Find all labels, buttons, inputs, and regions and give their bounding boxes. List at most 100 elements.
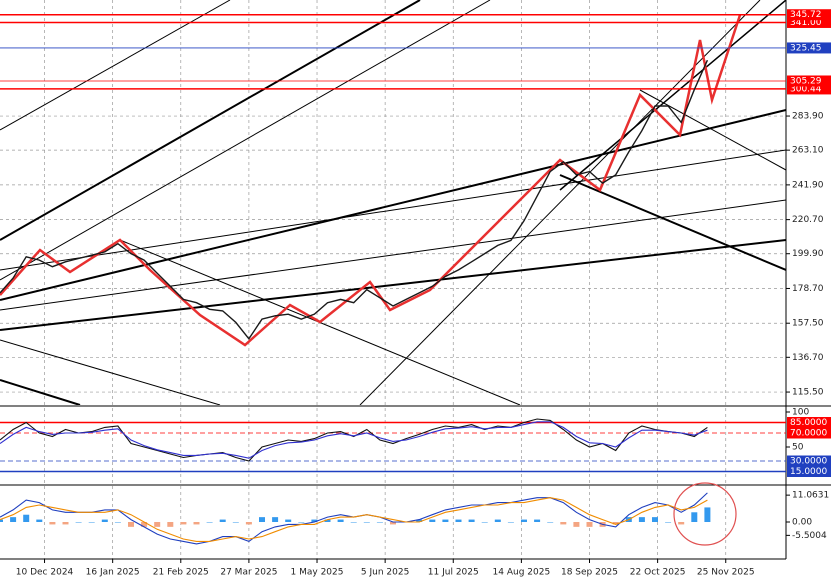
y-tick-label: 241.90 (792, 180, 824, 190)
bar (429, 519, 436, 522)
y-tick-label: 199.90 (792, 249, 824, 259)
bar (455, 519, 462, 522)
bar (521, 519, 527, 522)
x-tick-label: 11 Jul 2025 (428, 568, 479, 578)
x-tick-label: 10 Dec 2024 (16, 568, 74, 578)
level-label-bg (787, 16, 831, 28)
series-line (0, 59, 709, 340)
bar (678, 522, 685, 525)
trend-lines (0, 0, 786, 405)
bar (298, 522, 305, 523)
y-tick-label: 283.90 (792, 112, 824, 122)
bar (88, 522, 95, 523)
level-label: 85.0000 (790, 418, 827, 428)
x-tick-label: 25 Nov 2025 (697, 568, 755, 578)
level-label: 345.72 (790, 10, 822, 20)
bar (481, 522, 488, 523)
bar (442, 519, 449, 522)
x-tick-label: 1 May 2025 (291, 568, 344, 578)
bar (206, 522, 213, 523)
bar (363, 522, 370, 523)
y-tick-label: 100 (792, 408, 809, 418)
bar (193, 522, 200, 525)
bar (376, 522, 383, 523)
level-label-bg (787, 427, 831, 439)
bar (337, 519, 344, 522)
bar (652, 517, 658, 522)
y-tick-label: 263.10 (792, 146, 824, 156)
bar (180, 522, 187, 525)
series-line (0, 497, 708, 542)
bar (154, 522, 161, 527)
level-label-bg (787, 417, 831, 428)
series-line (0, 492, 708, 545)
bar (350, 522, 357, 523)
bar (36, 519, 43, 522)
bar (23, 514, 30, 522)
bar (547, 522, 554, 523)
bar (704, 507, 711, 522)
bar (49, 522, 56, 525)
level-label-bg (787, 42, 831, 54)
x-tick-label: 18 Sep 2025 (561, 568, 618, 578)
level-label: 341.00 (790, 18, 822, 28)
x-tick-label: 14 Aug 2025 (493, 568, 551, 578)
y-tick-label: 115.50 (792, 388, 824, 398)
bar (560, 522, 567, 525)
level-label-bg (787, 83, 831, 95)
bar (245, 522, 252, 525)
bar (507, 522, 514, 523)
level-label-bg (787, 9, 831, 21)
bar (638, 517, 645, 522)
y-tick-label: 157.50 (792, 319, 824, 329)
bar (62, 522, 69, 525)
y-tick-label: 178.70 (792, 284, 824, 294)
bar (101, 519, 108, 522)
x-tick-label: 16 Jan 2025 (86, 568, 140, 578)
x-tick-label: 22 Oct 2025 (630, 568, 686, 578)
bar (468, 519, 475, 522)
level-label: 325.45 (790, 43, 822, 53)
y-tick-label: 136.70 (792, 353, 824, 363)
x-tick-label: 5 Jun 2025 (361, 568, 409, 578)
x-tick-label: 27 Mar 2025 (220, 568, 277, 578)
level-label-bg (787, 466, 831, 477)
bar (612, 522, 619, 525)
series-line (0, 418, 708, 462)
bar (10, 517, 17, 522)
level-label: 305.29 (790, 76, 822, 86)
level-label: 30.0000 (790, 457, 827, 467)
level-label: 300.44 (790, 84, 822, 94)
bar (167, 522, 174, 527)
bar (285, 519, 292, 522)
bar (141, 522, 148, 527)
bar (390, 522, 396, 525)
bar (219, 519, 226, 522)
bar (324, 519, 331, 522)
bar (114, 522, 121, 523)
bar (691, 512, 698, 522)
bar (232, 522, 239, 523)
x-tick-label: 21 Feb 2025 (153, 568, 209, 578)
y-tick-label: 11.0631 (792, 491, 829, 501)
highlight-circle (673, 482, 737, 546)
y-tick-label: 0.00 (792, 518, 812, 528)
bar (259, 517, 265, 522)
bar (311, 519, 318, 522)
bar (573, 522, 580, 527)
level-label: 70.0000 (790, 429, 827, 439)
level-label-bg (787, 455, 831, 467)
level-label: 15.0000 (790, 467, 827, 477)
bar (416, 519, 423, 522)
bar (534, 519, 541, 522)
y-tick-label: -5.5004 (792, 531, 827, 541)
bar (128, 522, 134, 527)
series-line (0, 421, 708, 459)
bar (75, 522, 82, 523)
y-tick-label: 220.70 (792, 215, 824, 225)
bar (665, 522, 672, 523)
bar (272, 517, 279, 522)
bar (494, 519, 501, 522)
level-label-bg (787, 75, 831, 87)
